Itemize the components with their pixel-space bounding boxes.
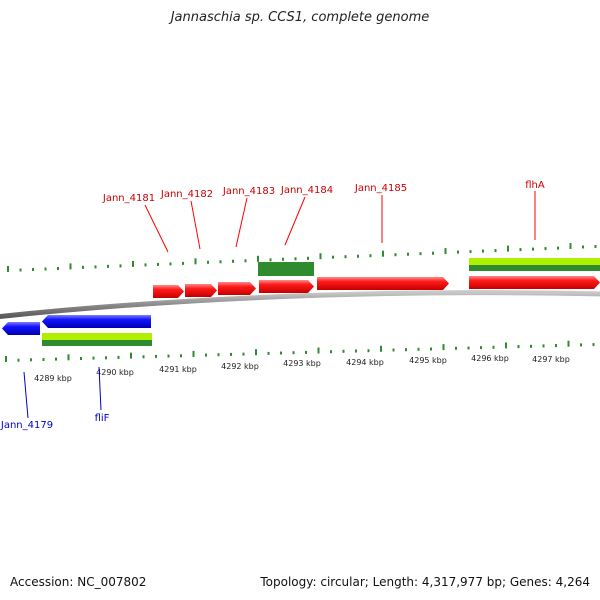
feature-bar-light[interactable] bbox=[469, 258, 600, 265]
kbp-label: 4295 kbp bbox=[409, 356, 447, 365]
feature-bar-dark[interactable] bbox=[469, 265, 600, 271]
kbp-label: 4290 kbp bbox=[96, 368, 134, 377]
gene-arrow-forward[interactable] bbox=[469, 276, 600, 289]
reverse-leader-lines bbox=[23, 366, 102, 419]
tick-row-bottom bbox=[5, 340, 595, 362]
genome-backbone bbox=[0, 290, 600, 319]
kbp-label: 4293 kbp bbox=[283, 359, 321, 368]
gene-arrow-forward[interactable] bbox=[185, 284, 217, 297]
kbp-scale-labels: 4289 kbp 4290 kbp 4291 kbp 4292 kbp 4293 kbp… bbox=[34, 354, 570, 383]
gene-arrow-forward[interactable] bbox=[259, 280, 314, 293]
accession-text: Accession: NC_007802 bbox=[10, 575, 147, 589]
feature-bar-dark[interactable] bbox=[42, 340, 152, 346]
gene-label-jann-4179[interactable]: Jann_4179 bbox=[0, 420, 53, 431]
gene-label-jann-4184[interactable]: Jann_4184 bbox=[280, 185, 333, 196]
kbp-label: 4297 kbp bbox=[532, 355, 570, 364]
gene-label-jann-4182[interactable]: Jann_4182 bbox=[160, 189, 213, 200]
kbp-label: 4291 kbp bbox=[159, 365, 197, 374]
gene-arrow-reverse[interactable] bbox=[42, 315, 151, 328]
genome-summary-text: Topology: circular; Length: 4,317,977 bp… bbox=[260, 575, 590, 589]
gene-label-jann-4181[interactable]: Jann_4181 bbox=[102, 193, 155, 204]
gene-label-flif[interactable]: fliF bbox=[95, 413, 110, 424]
feature-bar-light[interactable] bbox=[42, 333, 152, 340]
feature-bar-dark[interactable] bbox=[258, 262, 314, 276]
gene-arrow-forward[interactable] bbox=[218, 282, 256, 295]
tick-row-top bbox=[7, 243, 597, 272]
kbp-label: 4294 kbp bbox=[346, 358, 384, 367]
gene-label-jann-4185[interactable]: Jann_4185 bbox=[354, 183, 407, 194]
forward-leader-lines bbox=[144, 191, 536, 253]
kbp-label: 4296 kbp bbox=[471, 354, 509, 363]
gene-label-jann-4183[interactable]: Jann_4183 bbox=[222, 186, 275, 197]
genome-title: Jannaschia sp. CCS1, complete genome bbox=[170, 10, 430, 25]
kbp-label: 4289 kbp bbox=[34, 374, 72, 383]
gene-arrow-forward[interactable] bbox=[317, 277, 449, 290]
kbp-label: 4292 kbp bbox=[221, 362, 259, 371]
gene-arrow-reverse[interactable] bbox=[2, 322, 40, 335]
gene-arrow-forward[interactable] bbox=[153, 285, 184, 298]
gene-label-flha[interactable]: flhA bbox=[525, 180, 545, 191]
